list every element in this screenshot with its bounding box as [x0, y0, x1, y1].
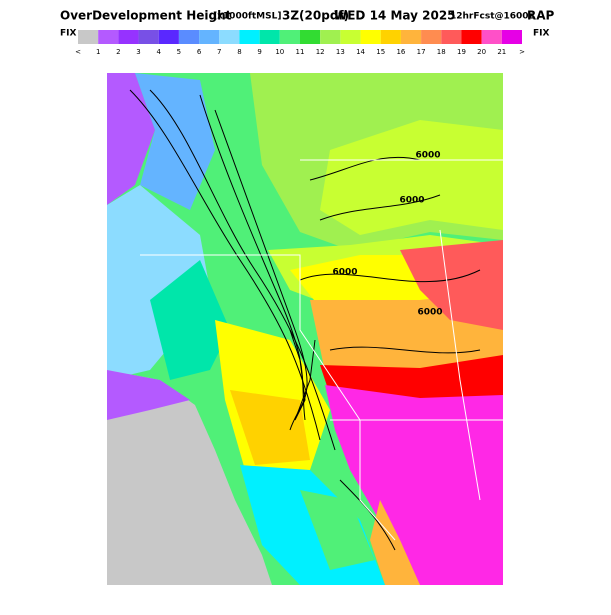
colorbar-box [380, 30, 401, 44]
contour-label: 6000 [417, 308, 442, 318]
units: [x1000ftMSL] [213, 12, 281, 22]
colorbar-box [320, 30, 341, 44]
colorbar-box [259, 30, 280, 44]
title: OverDevelopment Height [60, 9, 232, 23]
colorbar-box [461, 30, 482, 44]
colorbar-label: 4 [156, 48, 161, 56]
colorbar-box [178, 30, 200, 44]
colorbar: <1 2 3 4 5 6 7 8 9 10 11 12 13 14 15 16 17 18 19 20 21 > [75, 30, 525, 56]
colorbar-box [138, 30, 159, 44]
colorbar-box [199, 30, 220, 44]
colorbar-label: > [519, 48, 525, 56]
colorbar-box [239, 30, 260, 44]
map [107, 73, 503, 585]
colorbar-label: 8 [237, 48, 241, 56]
fix-right: FIX [533, 29, 549, 39]
colorbar-label: 13 [336, 48, 345, 56]
forecast: 12hrFcst@1600z [450, 12, 534, 22]
colorbar-label: 11 [296, 48, 305, 56]
colorbar-box [158, 30, 179, 44]
colorbar-box [400, 30, 422, 44]
colorbar-box [98, 30, 119, 44]
colorbar-label: 10 [275, 48, 284, 56]
colorbar-label: 6 [197, 48, 202, 56]
colorbar-label: 7 [217, 48, 221, 56]
colorbar-box [279, 30, 300, 44]
colorbar-label: 2 [116, 48, 120, 56]
colorbar-label: 19 [457, 48, 466, 56]
level: 3Z(20pdf) [282, 9, 349, 23]
colorbar-label: 16 [396, 48, 405, 56]
colorbar-box [118, 30, 139, 44]
colorbar-label: 9 [257, 48, 261, 56]
contour-label: 6000 [332, 268, 357, 278]
colorbar-label: 5 [177, 48, 181, 56]
colorbar-label: 12 [316, 48, 325, 56]
colorbar-label: 18 [437, 48, 446, 56]
colorbar-box [78, 30, 99, 44]
colorbar-label: 15 [376, 48, 385, 56]
colorbar-box [360, 30, 381, 44]
contour-labels: 6000 6000 6000 6000 [332, 151, 442, 318]
colorbar-box [481, 30, 502, 44]
colorbar-box [340, 30, 361, 44]
colorbar-label: < [75, 48, 81, 56]
colorbar-label: 1 [96, 48, 100, 56]
model: RAP [527, 9, 555, 23]
contour-label: 6000 [415, 151, 440, 161]
date: WED 14 May 2025 [334, 9, 456, 23]
colorbar-box [421, 30, 442, 44]
colorbar-box [300, 30, 321, 44]
colorbar-label: 20 [477, 48, 486, 56]
contour-label: 6000 [399, 196, 424, 206]
colorbar-label: 17 [417, 48, 426, 56]
colorbar-label: 14 [356, 48, 365, 56]
colorbar-box [441, 30, 462, 44]
colorbar-box [501, 30, 522, 44]
colorbar-label: 21 [497, 48, 506, 56]
colorbar-box [219, 30, 240, 44]
fix-left: FIX [60, 29, 76, 39]
colorbar-label: 3 [136, 48, 140, 56]
